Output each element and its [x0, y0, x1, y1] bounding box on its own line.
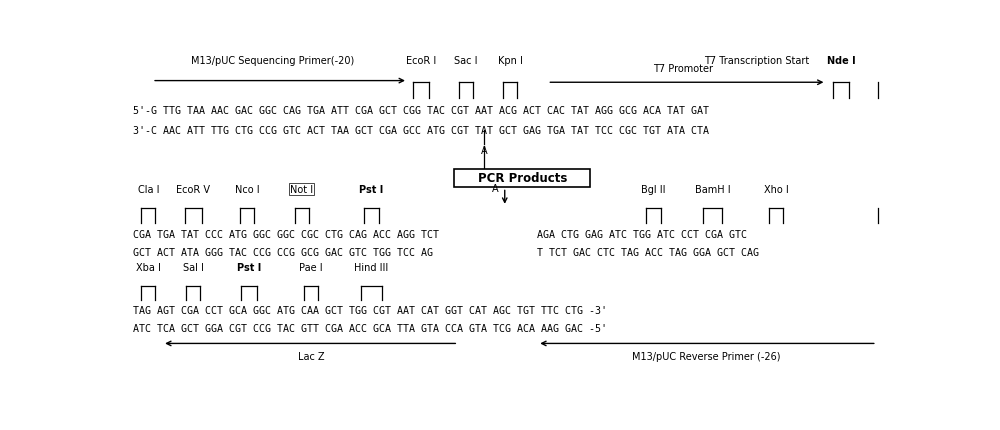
Text: Xho I: Xho I [764, 184, 788, 195]
Text: Kpn I: Kpn I [498, 56, 523, 66]
Text: Bgl II: Bgl II [641, 184, 666, 195]
Text: 5'-G TTG TAA AAC GAC GGC CAG TGA ATT CGA GCT CGG TAC CGT AAT ACG ACT CAC TAT AGG: 5'-G TTG TAA AAC GAC GGC CAG TGA ATT CGA… [133, 106, 709, 116]
Text: Sal I: Sal I [183, 263, 204, 273]
Text: Hind III: Hind III [354, 263, 389, 273]
Text: A: A [481, 146, 487, 156]
Text: A: A [492, 184, 499, 194]
Text: EcoR V: EcoR V [176, 184, 210, 195]
Text: ATC TCA GCT GGA CGT CCG TAC GTT CGA ACC GCA TTA GTA CCA GTA TCG ACA AAG GAC -5': ATC TCA GCT GGA CGT CCG TAC GTT CGA ACC … [133, 324, 607, 334]
Text: Pst I: Pst I [237, 263, 261, 273]
Text: Lac Z: Lac Z [298, 351, 324, 361]
Text: Not I: Not I [290, 184, 313, 195]
Text: Xba I: Xba I [136, 263, 161, 273]
Text: 3'-C AAC ATT TTG CTG CCG GTC ACT TAA GCT CGA GCC ATG CGT TAT GCT GAG TGA TAT TCC: 3'-C AAC ATT TTG CTG CCG GTC ACT TAA GCT… [133, 126, 709, 135]
Text: Sac I: Sac I [454, 56, 478, 66]
Text: M13/pUC Reverse Primer (-26): M13/pUC Reverse Primer (-26) [632, 351, 780, 361]
Text: Pst I: Pst I [359, 184, 384, 195]
Text: T TCT GAC CTC TAG ACC TAG GGA GCT CAG: T TCT GAC CTC TAG ACC TAG GGA GCT CAG [537, 247, 759, 257]
Text: Cla I: Cla I [138, 184, 159, 195]
Text: Nde I: Nde I [827, 56, 855, 66]
Text: Pae I: Pae I [299, 263, 323, 273]
Text: PCR Products: PCR Products [478, 172, 567, 185]
Text: T7 Promoter: T7 Promoter [653, 64, 713, 74]
Text: GCT ACT ATA GGG TAC CCG CCG GCG GAC GTC TGG TCC AG: GCT ACT ATA GGG TAC CCG CCG GCG GAC GTC … [133, 247, 433, 257]
Text: AGA CTG GAG ATC TGG ATC CCT CGA GTC: AGA CTG GAG ATC TGG ATC CCT CGA GTC [537, 229, 747, 240]
Text: CGA TGA TAT CCC ATG GGC GGC CGC CTG CAG ACC AGG TCT: CGA TGA TAT CCC ATG GGC GGC CGC CTG CAG … [133, 229, 439, 240]
Text: T7 Transcription Start: T7 Transcription Start [704, 56, 809, 66]
Text: EcoR I: EcoR I [406, 56, 436, 66]
Text: BamH I: BamH I [695, 184, 730, 195]
Text: Nco I: Nco I [235, 184, 260, 195]
Bar [454, 169, 590, 188]
Text: M13/pUC Sequencing Primer(-20): M13/pUC Sequencing Primer(-20) [191, 56, 354, 66]
Text: TAG AGT CGA CCT GCA GGC ATG CAA GCT TGG CGT AAT CAT GGT CAT AGC TGT TTC CTG -3': TAG AGT CGA CCT GCA GGC ATG CAA GCT TGG … [133, 306, 607, 316]
